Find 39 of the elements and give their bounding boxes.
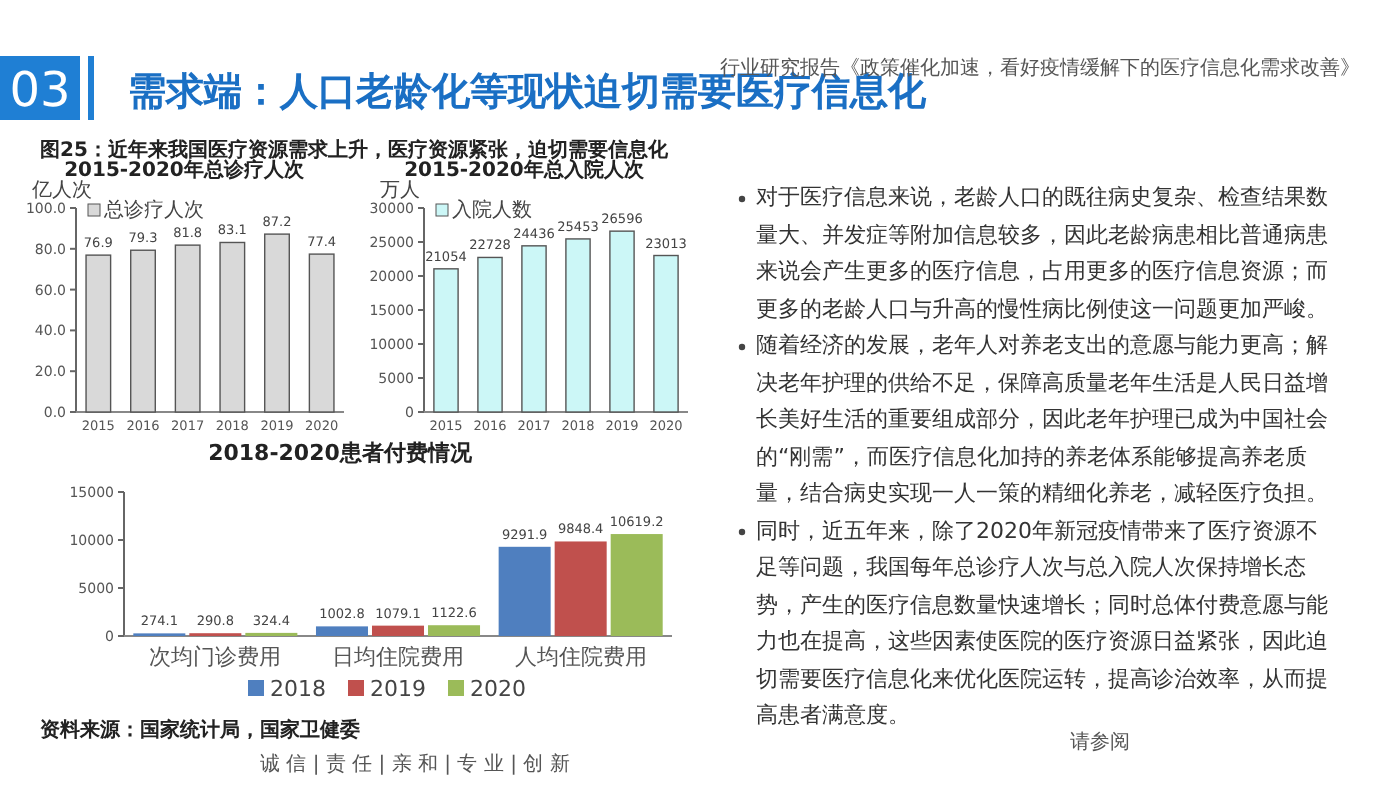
y-axis-title: 亿人次 [30,180,92,202]
y-axis-title: 万人 [380,180,420,202]
bar [428,625,481,636]
text: 资料来源：国家统计局，国家卫健委 [40,718,360,742]
chart-title: 2015-2020年总入院人次 [404,158,646,182]
bar [433,268,459,413]
bar [565,238,591,413]
bar [371,625,425,636]
text: 诚 信 | 责 任 | 亲 和 | 专 业 | 创 新 [260,752,570,776]
caption: 图25：近年来我国医疗资源需求上升，医疗资源紧张，迫切需要信息化 [40,138,670,162]
bar [498,546,551,636]
x-tick-label: 人均住院费用 [514,644,647,670]
x-tick-label: 次均门诊费用 [149,644,282,670]
x-tick-label: 日均住院费用 [332,644,464,670]
chart-title: 2015-2020年总诊疗人次 [64,158,306,182]
legend-label: 入院人数 [452,198,532,222]
text: 对于医疗信息来说，老龄人口的既往病史复杂、检查结果数量大、并发症等附加信息较多，因此老龄病患相比普通病患来说会产生更多的医疗信息，占用更多的医疗信息资源；而更多的老龄人口与升高的慢性病比例使这一问题更加严峻。 [756,182,1328,325]
bar [610,534,663,636]
bar [308,253,335,413]
bar [609,230,635,413]
legend-label: 总诊疗人次 [102,198,204,222]
bar [264,233,290,413]
text: 请参阅 [1070,730,1130,754]
bar [554,541,607,636]
text: 随着经济的发展，老年人对养老支出的意愿与能力更高；解决老年护理的供给不足，保障高质量老年生活是人民日益增长美好生活的重要组成部分，因此老年护理已成为中国社会的“刚需”，而医疗信息化加持的养老体系能够提高养老质量，结合病史实现一人一策的精细化养老，减轻医疗负担。 [756,330,1328,510]
chart-title: 2018-2020患者付费情况 [208,440,474,466]
legend-label: 2020 [470,676,526,702]
legend-label: 2019 [370,676,426,702]
bar [521,245,547,413]
bar [85,254,112,413]
bar [477,256,503,413]
bar [130,249,156,413]
text: 03 [9,62,71,118]
text: 同时，近五年来，除了2020年新冠疫情带来了医疗资源不足等问题，我国每年总诊疗人次与总入院人次保持增长态势，产生的医疗信息数量快速增长；同时总体付费意愿与能力也在提高，这些因素使医院的医疗资源日益紧张，因此迫切需要医疗信息化来优化医院运转，提高诊治效率，从而提高患者满意度。 [756,515,1328,731]
bar [653,254,679,413]
bar [219,241,246,413]
legend-label: 2018 [270,676,326,702]
bar [315,626,368,636]
bar [174,244,201,413]
